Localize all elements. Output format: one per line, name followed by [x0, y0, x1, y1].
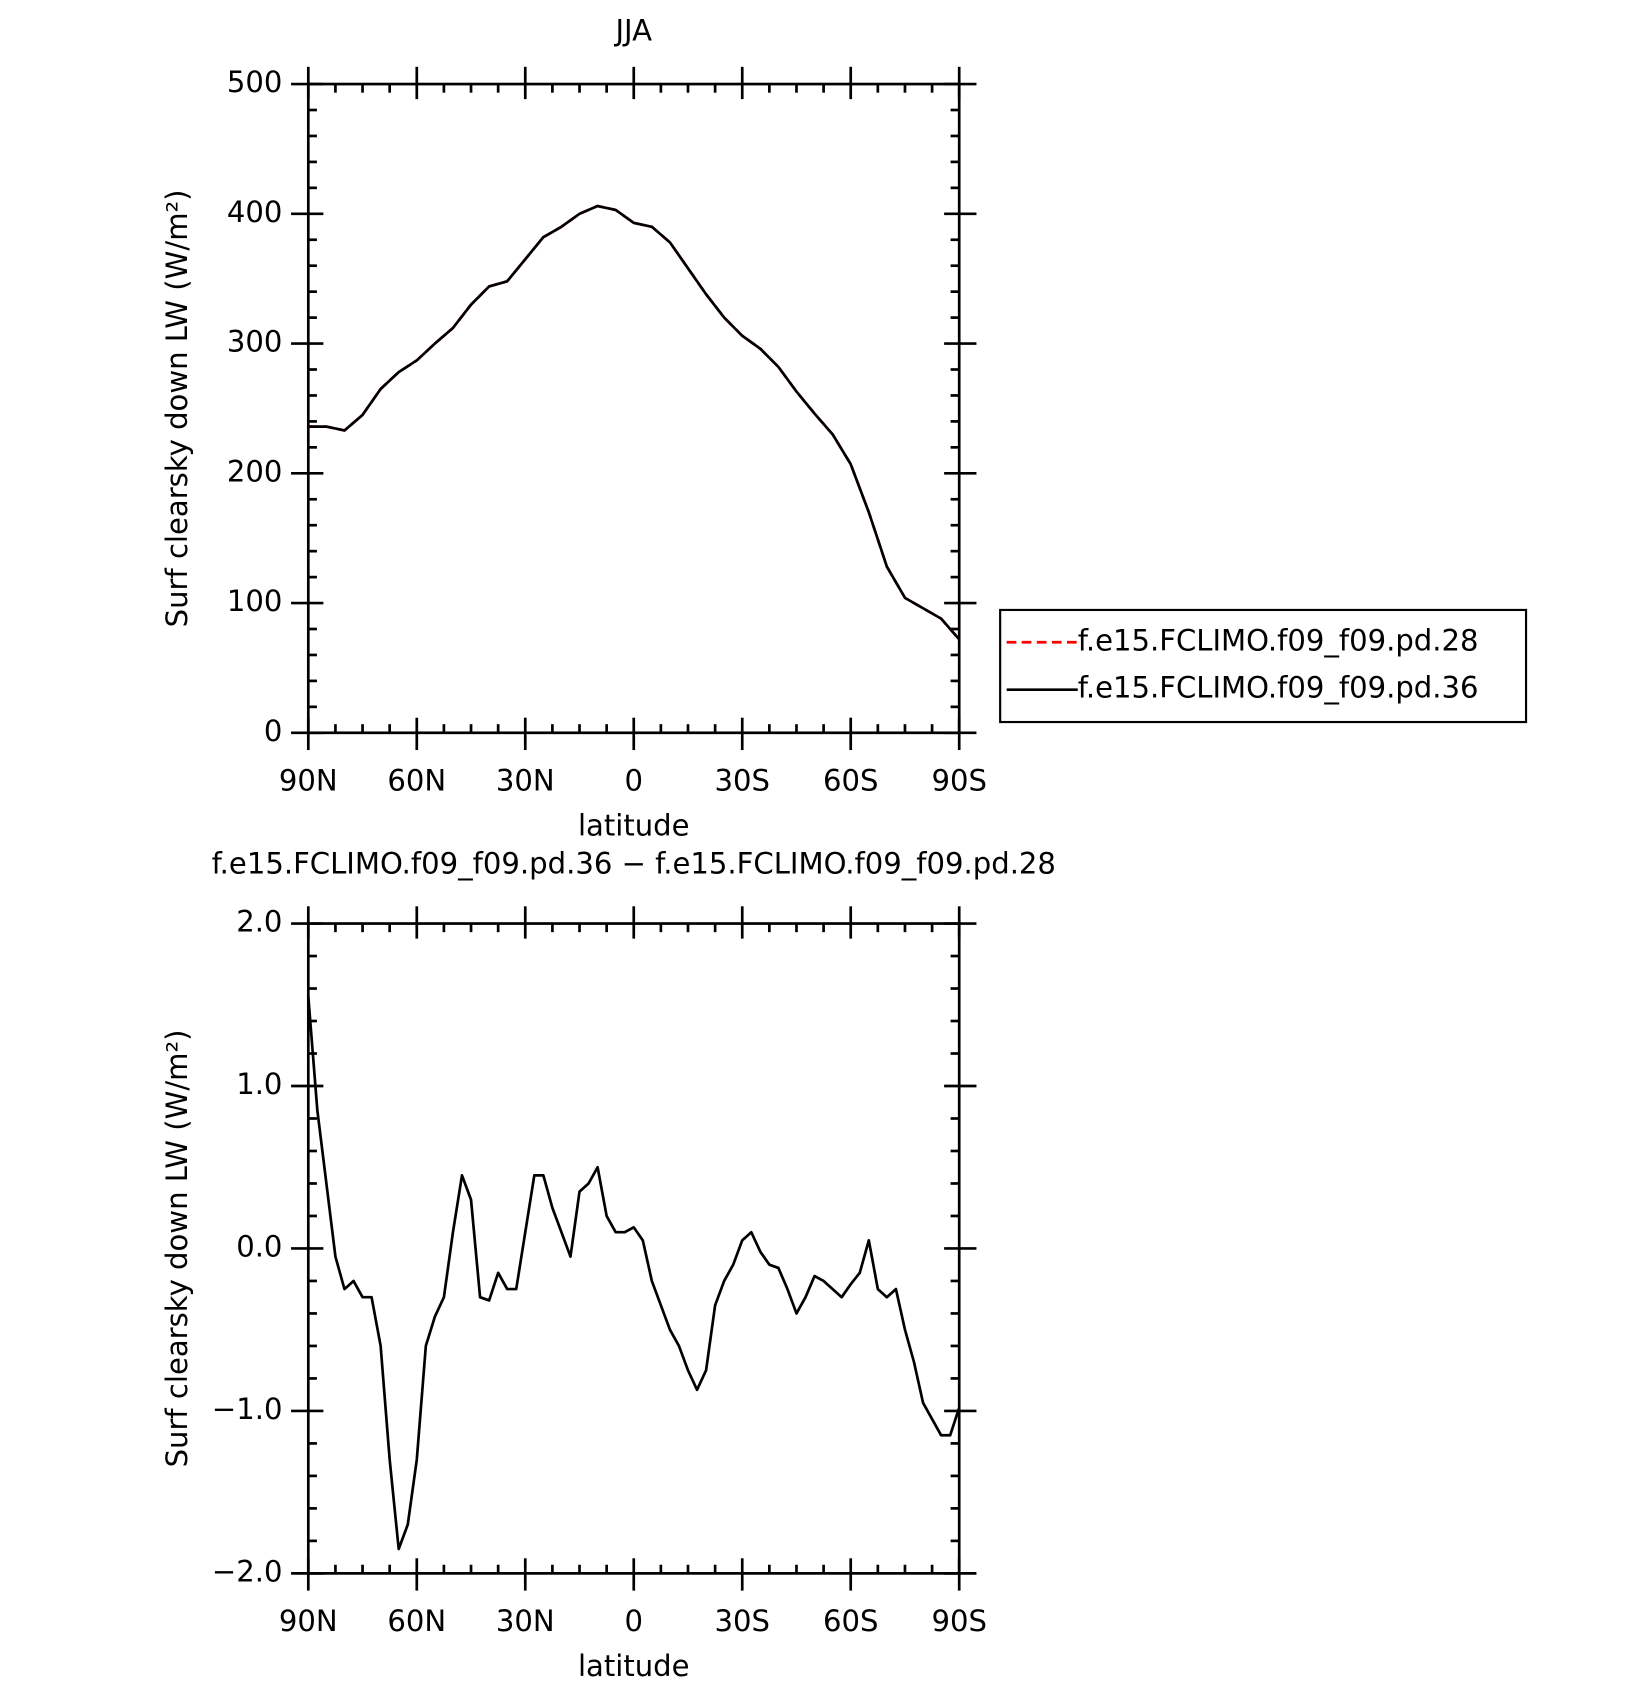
y-tick-label: 2.0: [236, 905, 282, 939]
x-tick-label: 90N: [279, 763, 338, 797]
x-tick-label: 60N: [387, 763, 446, 797]
y-tick-label: 0: [264, 714, 283, 748]
series-line: [308, 204, 961, 641]
series-line: [306, 996, 961, 1551]
y-tick-label: 200: [227, 454, 283, 488]
x-tick-label: 90N: [279, 1604, 338, 1638]
y-axis-label: Surf clearsky down LW (W/m²): [160, 1030, 194, 1468]
x-axis-label: latitude: [578, 1649, 690, 1683]
y-tick-label: 400: [227, 195, 283, 229]
chart-title: f.e15.FCLIMO.f09_f09.pd.36 − f.e15.FCLIM…: [212, 846, 1056, 880]
y-tick-label: 100: [227, 584, 283, 618]
x-tick-label: 60S: [823, 763, 878, 797]
legend-box: [999, 608, 1528, 724]
series-line: [308, 204, 961, 641]
x-tick-label: 30N: [496, 763, 555, 797]
x-tick-label: 60S: [823, 1604, 878, 1638]
x-tick-label: 0: [624, 763, 643, 797]
legend-label: f.e15.FCLIMO.f09_f09.pd.28: [1078, 623, 1479, 657]
y-tick-label: 0.0: [236, 1229, 282, 1263]
x-axis-label: latitude: [578, 809, 690, 843]
y-tick-label: −1.0: [212, 1392, 283, 1426]
legend-label: f.e15.FCLIMO.f09_f09.pd.36: [1078, 671, 1479, 705]
y-tick-label: 1.0: [236, 1067, 282, 1101]
x-tick-label: 30N: [496, 1604, 555, 1638]
x-tick-label: 30S: [715, 1604, 770, 1638]
y-tick-label: 300: [227, 325, 283, 359]
x-tick-label: 60N: [387, 1604, 446, 1638]
x-tick-label: 30S: [715, 763, 770, 797]
chart-title: JJA: [613, 13, 652, 47]
plot-frame: [306, 922, 961, 1575]
x-tick-label: 0: [624, 1604, 643, 1638]
x-tick-label: 90S: [931, 763, 986, 797]
plot-frame: [306, 82, 961, 735]
y-axis-label: Surf clearsky down LW (W/m²): [160, 189, 194, 627]
y-tick-label: −2.0: [212, 1554, 283, 1588]
y-tick-label: 500: [227, 65, 283, 99]
x-tick-label: 90S: [931, 1604, 986, 1638]
